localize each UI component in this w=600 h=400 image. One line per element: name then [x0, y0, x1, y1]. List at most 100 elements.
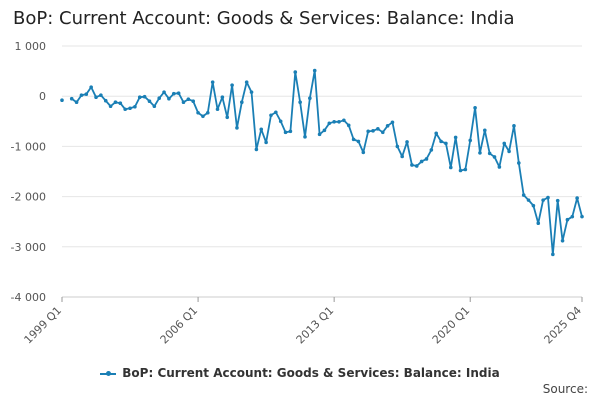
data-point [215, 107, 220, 112]
data-point [371, 129, 375, 133]
y-tick-label: -2 000 [11, 191, 46, 204]
data-point [376, 127, 380, 131]
data-point [312, 68, 317, 73]
data-point [487, 151, 492, 156]
x-axis: 1999 Q1 2006 Q1 2013 Q1 2020 Q1 2025 Q4 [22, 296, 584, 347]
x-tick-label: 1999 Q1 [22, 304, 65, 347]
data-point [380, 130, 385, 135]
y-tick-label: -4 000 [11, 291, 46, 304]
data-point [414, 164, 419, 168]
data-point [536, 221, 541, 226]
y-tick-label: -3 000 [11, 241, 46, 254]
data-point [448, 165, 453, 170]
chart-title: BoP: Current Account: Goods & Services: … [13, 8, 515, 29]
data-point [89, 85, 93, 89]
series-line [71, 69, 583, 256]
data-point [240, 100, 244, 105]
data-point [385, 124, 390, 128]
data-point [483, 128, 487, 133]
data-point [439, 139, 443, 144]
data-point [458, 168, 463, 173]
data-point [171, 91, 176, 96]
data-point [395, 144, 400, 149]
data-point [142, 94, 147, 99]
data-point [521, 193, 526, 197]
data-point [317, 132, 322, 137]
data-point [526, 198, 531, 202]
data-point [84, 92, 89, 96]
data-point [191, 99, 196, 104]
x-tick-label: 2006 Q1 [158, 304, 201, 347]
data-point [225, 115, 230, 120]
data-point [235, 126, 239, 130]
x-tick-label: 2013 Q1 [294, 304, 337, 347]
data-point [220, 95, 225, 100]
data-point [468, 138, 473, 143]
data-point [400, 154, 404, 159]
data-point [463, 167, 468, 172]
data-point [244, 80, 249, 84]
data-point [497, 165, 502, 169]
data-point [473, 105, 477, 110]
data-point [249, 90, 254, 94]
data-point [580, 214, 584, 219]
data-point [565, 217, 570, 222]
data-point [147, 99, 152, 104]
data-point [531, 203, 536, 208]
data-point [69, 96, 74, 101]
y-axis: 1 000 0 -1 000 -2 000 -3 000 -4 000 [11, 40, 46, 304]
data-point [351, 137, 356, 142]
data-point [555, 198, 560, 203]
data-point [128, 106, 132, 111]
data-point [560, 238, 565, 243]
data-point [308, 96, 312, 101]
legend-swatch [100, 370, 117, 376]
data-point [157, 96, 161, 101]
data-point [419, 159, 424, 164]
data-point [453, 135, 458, 140]
data-point [575, 196, 579, 200]
legend[interactable]: BoP: Current Account: Goods & Services: … [0, 366, 600, 380]
data-point [205, 110, 210, 115]
series-layer [60, 68, 584, 257]
data-point [201, 114, 205, 119]
data-point [512, 124, 516, 128]
data-point [507, 149, 511, 154]
data-point [113, 100, 118, 105]
data-point [541, 198, 545, 202]
data-point [332, 120, 336, 124]
data-point [337, 120, 341, 124]
data-point [264, 140, 268, 145]
data-point [99, 93, 103, 97]
data-point [405, 140, 409, 144]
data-point [546, 195, 550, 200]
data-point [346, 123, 351, 128]
data-point [137, 95, 142, 100]
data-point [278, 119, 283, 124]
data-point [269, 113, 273, 118]
data-point [288, 129, 293, 134]
data-point [186, 97, 191, 102]
data-point [118, 101, 123, 106]
data-point [298, 100, 302, 105]
data-point [366, 129, 370, 134]
data-point [181, 100, 186, 105]
data-point [424, 157, 429, 161]
data-point [293, 70, 298, 74]
x-tick-label: 2020 Q1 [430, 304, 473, 347]
data-point [274, 110, 278, 115]
data-point [410, 163, 414, 167]
data-point [492, 155, 497, 159]
data-point [103, 98, 108, 103]
data-point [230, 83, 234, 87]
data-point [254, 147, 259, 152]
data-point [551, 252, 555, 257]
data-point [303, 135, 307, 139]
data-point [327, 121, 332, 126]
gridlines [62, 45, 582, 298]
source-label: Source: [542, 382, 588, 396]
data-point [478, 151, 482, 155]
data-point [210, 80, 215, 84]
data-point [434, 131, 439, 136]
